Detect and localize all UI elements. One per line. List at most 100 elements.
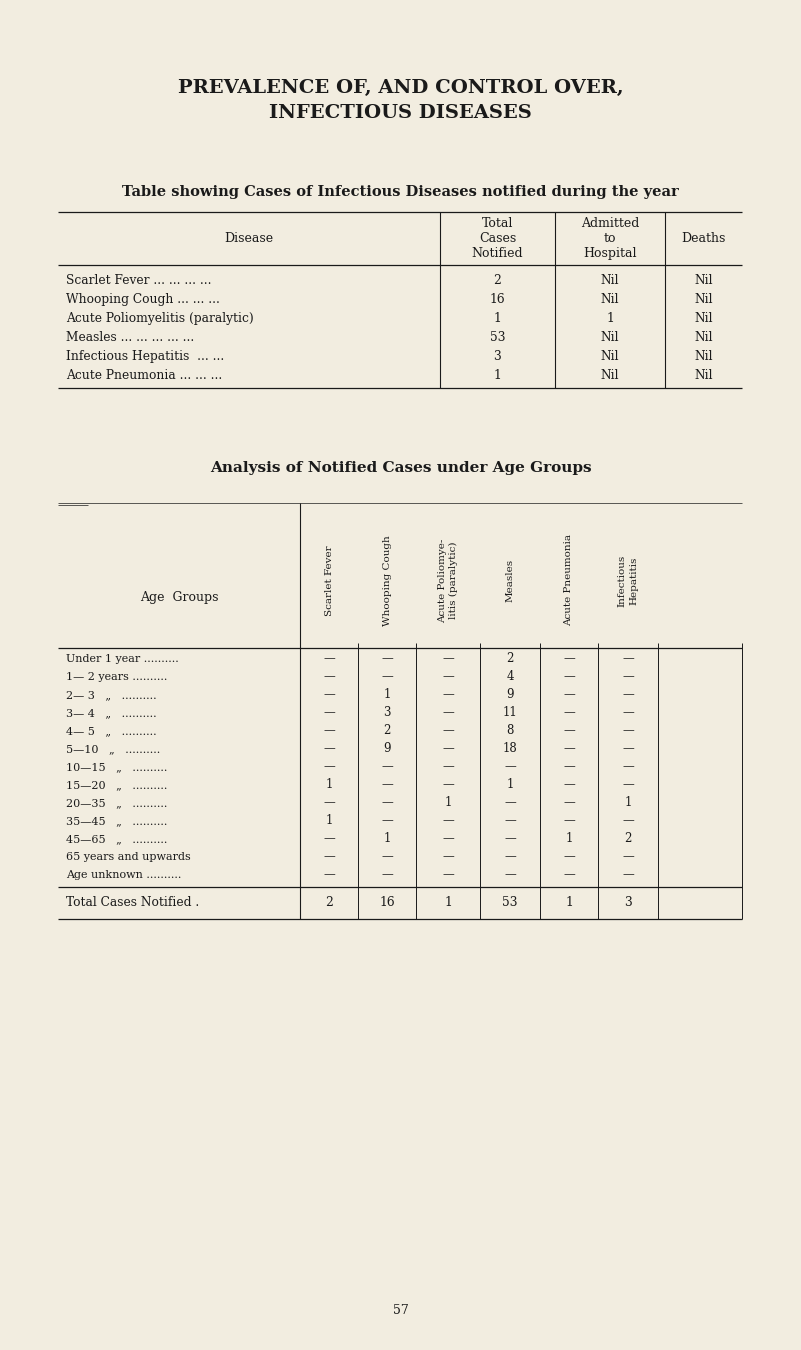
Text: —: — xyxy=(323,652,335,666)
Text: 4: 4 xyxy=(506,671,513,683)
Text: —: — xyxy=(563,652,575,666)
Text: —: — xyxy=(323,671,335,683)
Text: 1: 1 xyxy=(606,312,614,325)
Text: —: — xyxy=(622,814,634,828)
Text: 2: 2 xyxy=(493,274,501,288)
Text: 1: 1 xyxy=(445,796,452,810)
Text: —: — xyxy=(563,725,575,737)
Text: 11: 11 xyxy=(502,706,517,720)
Text: —: — xyxy=(442,814,454,828)
Text: 1: 1 xyxy=(493,369,501,382)
Text: 1: 1 xyxy=(444,896,452,910)
Text: Table showing Cases of Infectious Diseases notified during the year: Table showing Cases of Infectious Diseas… xyxy=(122,185,679,198)
Text: Nil: Nil xyxy=(601,331,619,344)
Text: Measles: Measles xyxy=(505,559,514,602)
Text: —: — xyxy=(622,743,634,756)
Text: 2: 2 xyxy=(506,652,513,666)
Text: 1: 1 xyxy=(493,312,501,325)
Text: Analysis of Notified Cases under Age Groups: Analysis of Notified Cases under Age Gro… xyxy=(210,460,591,475)
Text: Total
Cases
Notified: Total Cases Notified xyxy=(472,217,523,261)
Text: Acute Pneumonia: Acute Pneumonia xyxy=(565,535,574,626)
Text: 45—65   „   ..........: 45—65 „ .......... xyxy=(66,834,167,844)
Text: 9: 9 xyxy=(383,743,391,756)
Text: —: — xyxy=(442,833,454,845)
Text: —: — xyxy=(323,725,335,737)
Text: —: — xyxy=(442,725,454,737)
Text: 1: 1 xyxy=(624,796,632,810)
Text: —: — xyxy=(622,671,634,683)
Text: —: — xyxy=(622,868,634,882)
Text: —: — xyxy=(323,688,335,702)
Text: Age unknown ..........: Age unknown .......... xyxy=(66,869,181,880)
Text: —: — xyxy=(504,760,516,774)
Text: 2: 2 xyxy=(325,896,333,910)
Text: Nil: Nil xyxy=(601,274,619,288)
Text: Under 1 year ..........: Under 1 year .......... xyxy=(66,653,179,664)
Text: Nil: Nil xyxy=(694,312,713,325)
Text: —: — xyxy=(323,743,335,756)
Text: Nil: Nil xyxy=(694,350,713,363)
Text: —: — xyxy=(323,833,335,845)
Text: —: — xyxy=(563,796,575,810)
Text: —: — xyxy=(442,652,454,666)
Text: —: — xyxy=(563,706,575,720)
Text: 5—10   „   ..........: 5—10 „ .......... xyxy=(66,744,160,755)
Text: Infectious
Hepatitis: Infectious Hepatitis xyxy=(618,555,638,606)
Text: 4— 5   „   ..........: 4— 5 „ .......... xyxy=(66,726,157,736)
Text: Scarlet Fever: Scarlet Fever xyxy=(324,545,333,616)
Text: —: — xyxy=(622,725,634,737)
Text: Age  Groups: Age Groups xyxy=(139,591,218,603)
Text: 20—35   „   ..........: 20—35 „ .......... xyxy=(66,798,167,809)
Text: 8: 8 xyxy=(506,725,513,737)
Text: —: — xyxy=(563,868,575,882)
Text: 3: 3 xyxy=(493,350,501,363)
Text: Measles ... ... ... ... ...: Measles ... ... ... ... ... xyxy=(66,331,195,344)
Text: 57: 57 xyxy=(392,1304,409,1316)
Text: Whooping Cough ... ... ...: Whooping Cough ... ... ... xyxy=(66,293,220,306)
Text: —: — xyxy=(323,706,335,720)
Text: —: — xyxy=(381,850,392,864)
Text: —: — xyxy=(563,814,575,828)
Text: 53: 53 xyxy=(489,331,505,344)
Text: 9: 9 xyxy=(506,688,513,702)
Text: 35—45   „   ..........: 35—45 „ .......... xyxy=(66,815,167,826)
Text: Total Cases Notified .: Total Cases Notified . xyxy=(66,896,199,910)
Text: —: — xyxy=(381,779,392,791)
Text: 3: 3 xyxy=(383,706,391,720)
Text: Nil: Nil xyxy=(694,274,713,288)
Text: 3— 4   „   ..........: 3— 4 „ .......... xyxy=(66,707,157,718)
Text: —: — xyxy=(323,850,335,864)
Text: Whooping Cough: Whooping Cough xyxy=(383,535,392,626)
Text: —: — xyxy=(622,850,634,864)
Text: —: — xyxy=(442,779,454,791)
Text: 53: 53 xyxy=(502,896,517,910)
Text: —: — xyxy=(323,796,335,810)
Text: —: — xyxy=(563,760,575,774)
Text: —: — xyxy=(504,814,516,828)
Text: —: — xyxy=(622,652,634,666)
Text: —: — xyxy=(622,706,634,720)
Text: —: — xyxy=(442,850,454,864)
Text: Admitted
to
Hospital: Admitted to Hospital xyxy=(581,217,639,261)
Text: Acute Poliomyelitis (paralytic): Acute Poliomyelitis (paralytic) xyxy=(66,312,254,325)
Text: —: — xyxy=(504,796,516,810)
Text: —: — xyxy=(442,688,454,702)
Text: —: — xyxy=(381,652,392,666)
Text: Infectious Hepatitis  ... ...: Infectious Hepatitis ... ... xyxy=(66,350,224,363)
Text: —: — xyxy=(381,796,392,810)
Text: 1: 1 xyxy=(566,833,573,845)
Text: —: — xyxy=(381,671,392,683)
Text: —: — xyxy=(442,706,454,720)
Text: 18: 18 xyxy=(502,743,517,756)
Text: Scarlet Fever ... ... ... ...: Scarlet Fever ... ... ... ... xyxy=(66,274,211,288)
Text: Disease: Disease xyxy=(224,232,274,244)
Text: —: — xyxy=(563,671,575,683)
Text: Nil: Nil xyxy=(601,369,619,382)
Text: Nil: Nil xyxy=(694,369,713,382)
Text: 1: 1 xyxy=(325,814,332,828)
Text: 1: 1 xyxy=(384,688,391,702)
Text: 1: 1 xyxy=(384,833,391,845)
Text: Acute Pneumonia ... ... ...: Acute Pneumonia ... ... ... xyxy=(66,369,222,382)
Text: 16: 16 xyxy=(379,896,395,910)
Text: —: — xyxy=(323,868,335,882)
